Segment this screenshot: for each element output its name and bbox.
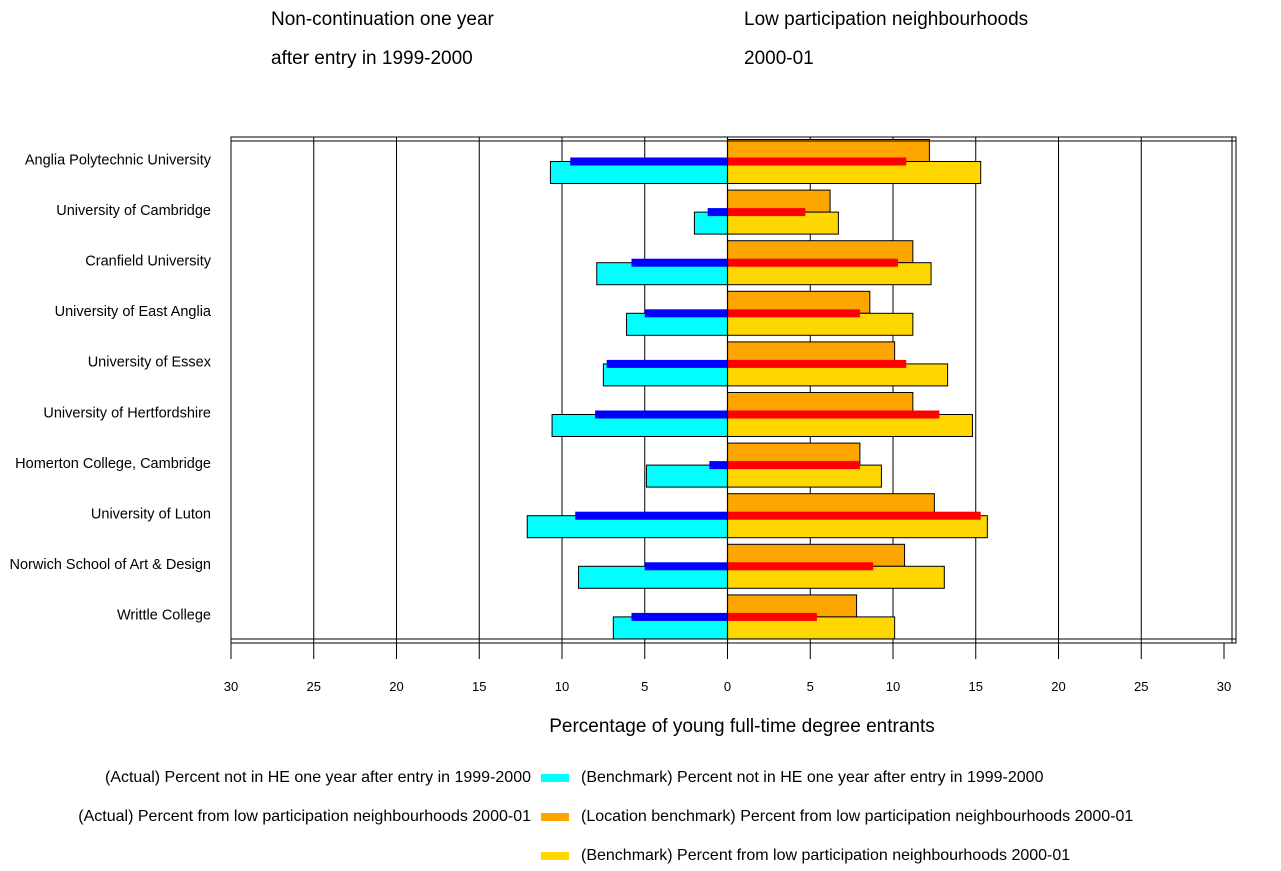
bar-lpn_actual-5	[727, 410, 940, 419]
tick-label: 5	[807, 679, 814, 694]
tick-label: 30	[1217, 679, 1231, 694]
legend-label-lpn_loc: (Location benchmark) Percent from low pa…	[581, 808, 1133, 825]
x-axis-ticks: 30 25 20 15 10 5 0 5 10 15 20 25 30	[224, 643, 1231, 694]
bar-lpn_actual-3	[727, 309, 860, 318]
legend-label-nc_bench: (Benchmark) Percent not in HE one year a…	[581, 769, 1044, 786]
bar-nc_actual-6	[709, 461, 728, 470]
tick-label: 15	[472, 679, 486, 694]
bar-nc_actual-8	[644, 562, 728, 571]
plot-border	[230, 136, 1237, 644]
left-heading-line-1: Non-continuation one year	[271, 9, 495, 30]
tick-label: 0	[724, 679, 731, 694]
category-label: University of Cambridge	[56, 203, 211, 219]
left-heading-line-2: after entry in 1999-2000	[271, 48, 473, 69]
category-label: University of East Anglia	[55, 304, 212, 320]
bar-lpn_actual-0	[727, 157, 907, 166]
bar-nc_actual-2	[631, 258, 728, 267]
bar-lpn_actual-1	[727, 208, 806, 217]
legend-swatch-nc_bench	[541, 774, 569, 782]
bar-lpn_actual-2	[727, 258, 898, 267]
plot-frame	[230, 136, 1237, 644]
right-heading-line-1: Low participation neighbourhoods	[744, 9, 1028, 30]
category-label: Writtle College	[117, 608, 211, 624]
bar-nc_actual-9	[631, 612, 728, 621]
legend-label-lpn_bench: (Benchmark) Percent from low participati…	[581, 847, 1070, 864]
tick-label: 15	[969, 679, 983, 694]
tick-label: 25	[1134, 679, 1148, 694]
tick-label: 25	[307, 679, 321, 694]
category-label: Cranfield University	[85, 254, 211, 270]
bar-nc_actual-1	[707, 208, 728, 217]
category-label: University of Essex	[88, 355, 212, 371]
legend-swatch-lpn_bench	[541, 852, 569, 860]
category-label: Homerton College, Cambridge	[15, 456, 211, 472]
bar-lpn_actual-6	[727, 461, 860, 470]
tick-label: 30	[224, 679, 238, 694]
bar-nc_actual-4	[606, 359, 728, 368]
tick-label: 10	[555, 679, 569, 694]
category-label: Norwich School of Art & Design	[10, 557, 211, 573]
category-label: University of Hertfordshire	[43, 405, 211, 421]
tick-label: 10	[886, 679, 900, 694]
bar-lpn_actual-8	[727, 562, 874, 571]
bar-nc_actual-0	[570, 157, 728, 166]
bar-nc_actual-3	[644, 309, 728, 318]
bar-nc_actual-5	[595, 410, 728, 419]
tick-label: 5	[641, 679, 648, 694]
bar-lpn_actual-7	[727, 511, 981, 520]
category-label: Anglia Polytechnic University	[25, 152, 212, 168]
bar-lpn_actual-9	[727, 612, 817, 621]
legend-label-lpn_actual: (Actual) Percent from low participation …	[78, 808, 531, 825]
legend: (Actual) Percent not in HE one year afte…	[78, 769, 1133, 864]
right-heading-line-2: 2000-01	[744, 48, 814, 69]
bar-lpn_actual-4	[727, 359, 907, 368]
category-labels: Anglia Polytechnic University University …	[10, 152, 212, 623]
bar-marks	[526, 139, 988, 640]
tick-label: 20	[389, 679, 403, 694]
category-label: University of Luton	[91, 507, 211, 523]
bar-nc_actual-7	[575, 511, 728, 520]
legend-label-nc_actual: (Actual) Percent not in HE one year afte…	[105, 769, 531, 786]
tick-label: 20	[1051, 679, 1065, 694]
legend-swatch-lpn_loc	[541, 813, 569, 821]
x-axis-label: Percentage of young full-time degree ent…	[549, 716, 935, 737]
